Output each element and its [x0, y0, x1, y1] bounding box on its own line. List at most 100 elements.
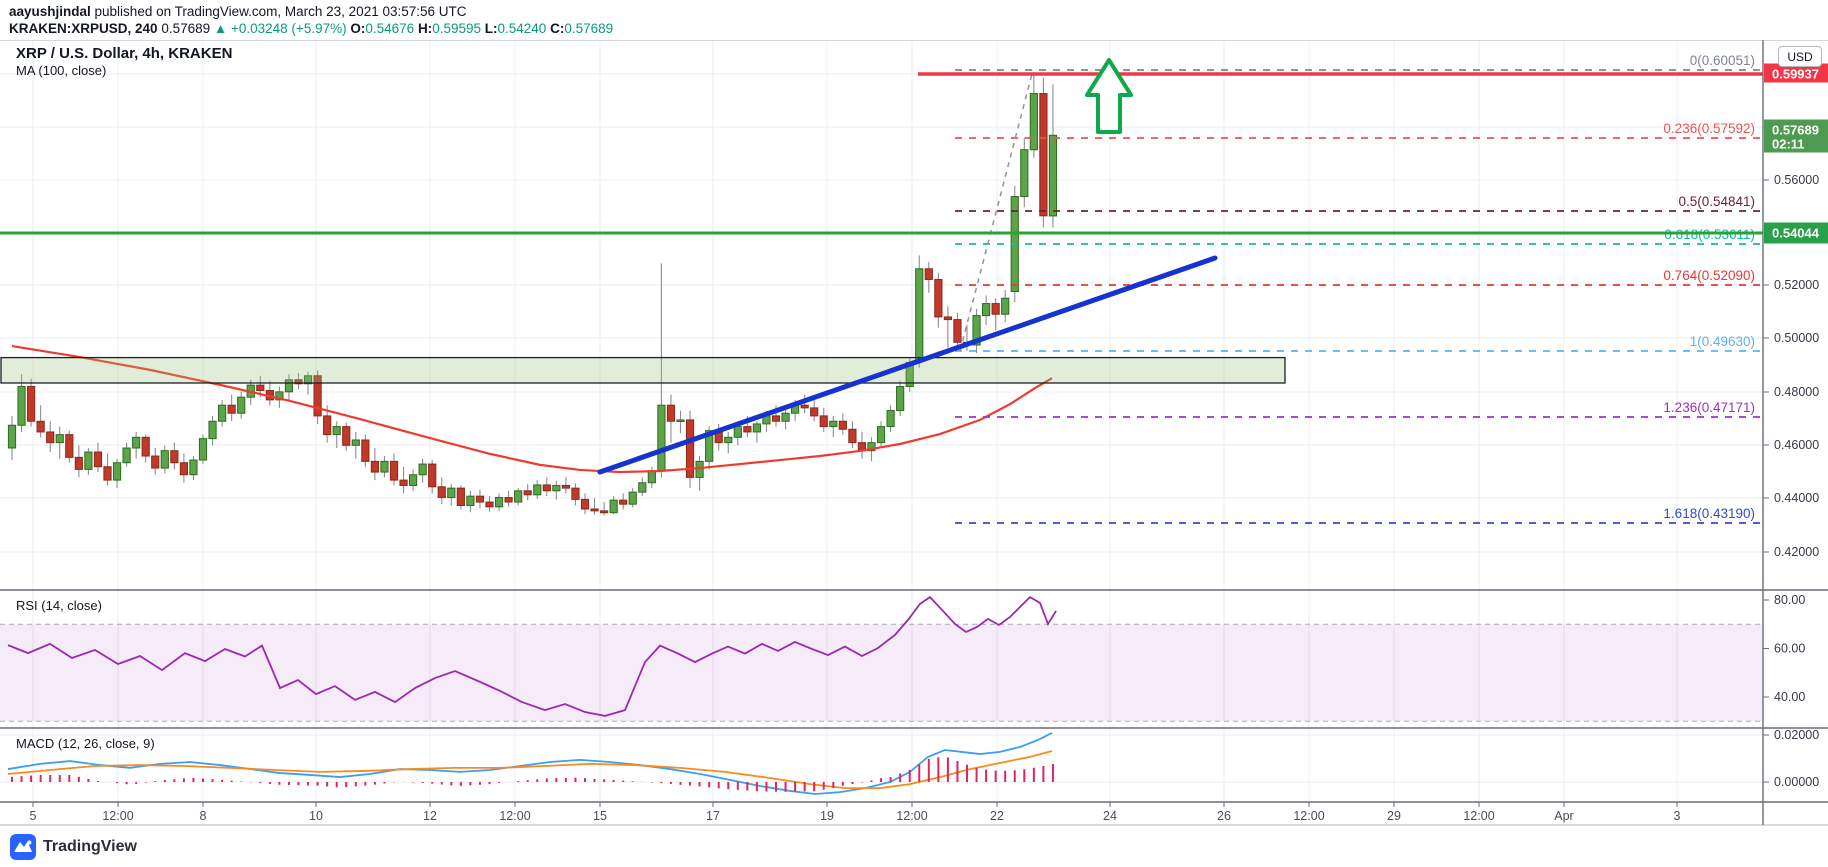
candle-down	[991, 303, 1000, 315]
rsi-indicator-legend[interactable]: RSI (14, close)	[16, 598, 102, 613]
candle-down	[36, 420, 45, 433]
candle-up	[409, 474, 418, 486]
candle-down	[74, 456, 83, 470]
fib-level-label: 0.236(0.57592)	[1663, 121, 1755, 136]
candle-down	[561, 484, 570, 489]
candle-down	[151, 455, 160, 469]
candle-up	[886, 410, 895, 428]
fib-baseline[interactable]	[959, 69, 1034, 352]
tradingview-wordmark: TradingView	[43, 838, 137, 855]
candles	[7, 72, 1058, 516]
ma-indicator-legend[interactable]: MA (100, close)	[16, 63, 107, 78]
price-tag	[1764, 119, 1828, 153]
candle-up	[7, 424, 17, 449]
price-axis-label: 0.48000	[1774, 385, 1819, 399]
price-tag-text: 02:11	[1772, 137, 1805, 152]
candle-down	[456, 487, 465, 507]
time-axis[interactable]: 5 12:00 8 10 12 12:00 15 17 19 12:00 22 24 26 12:00 29…	[30, 802, 1681, 823]
candle-down	[141, 436, 150, 457]
candle-up	[303, 375, 313, 385]
price-tag-text: 0.54044	[1772, 226, 1820, 241]
time-axis-label: Apr	[1554, 809, 1573, 823]
candle-down	[810, 407, 819, 417]
candle-down	[800, 404, 809, 409]
ma-100-line	[11, 344, 1053, 474]
candle-down	[590, 508, 599, 512]
high-label: H:	[417, 21, 433, 36]
candle-down	[389, 460, 399, 481]
candle-up	[896, 385, 905, 412]
candle-up	[609, 499, 618, 514]
candle-up	[752, 423, 761, 433]
candle-up	[533, 484, 542, 496]
price-tag-text: 0.57689	[1772, 123, 1819, 138]
candle-down	[361, 439, 370, 462]
price-axis[interactable]: 0.580000.560000.520000.500000.480000.460…	[1763, 120, 1819, 789]
time-axis-label: 12	[423, 809, 437, 823]
price-axis-label: 0.46000	[1774, 438, 1819, 452]
publish-credit-line: aayushjindal published on TradingView.co…	[9, 4, 467, 19]
candle-up	[198, 438, 208, 461]
candle-down	[771, 415, 781, 422]
close-value: 0.57689	[564, 21, 614, 36]
time-axis-label: 19	[820, 809, 834, 823]
candle-down	[1039, 93, 1048, 217]
candle-up	[1029, 93, 1038, 151]
fib-retracement[interactable]: 0(0.60051)0.236(0.57592)0.5(0.54841)0.61…	[955, 53, 1763, 524]
candle-down	[819, 415, 828, 428]
author-name: aayushjindal	[9, 4, 91, 19]
candle-up	[208, 420, 217, 440]
candle-up	[733, 426, 742, 438]
candle-up	[552, 484, 561, 492]
symbol-legend[interactable]: XRP / U.S. Dollar, 4h, KRAKEN	[16, 45, 233, 62]
candle-up	[275, 391, 284, 401]
candle-down	[685, 419, 695, 478]
time-axis-label: 26	[1217, 809, 1231, 823]
candle-down	[65, 434, 74, 458]
time-axis-label: 22	[990, 809, 1004, 823]
price-tag-text: 0.59937	[1772, 67, 1819, 82]
panel-borders	[0, 40, 1828, 826]
candle-down	[504, 496, 513, 503]
candle-up	[647, 470, 656, 484]
candle-down	[475, 495, 485, 503]
ascending-trend-line[interactable]	[597, 255, 1218, 475]
fib-level-label: 1(0.49630)	[1690, 334, 1755, 349]
price-tag	[1764, 63, 1828, 83]
time-axis-label: 12:00	[1463, 809, 1494, 823]
candle-down	[666, 404, 676, 422]
candle-down	[848, 428, 857, 444]
grid-lines	[0, 40, 1763, 802]
rsi-band	[0, 624, 1763, 722]
time-axis-label: 29	[1387, 809, 1401, 823]
candle-up	[676, 419, 685, 423]
candle-down	[370, 460, 379, 473]
candle-down	[323, 415, 332, 436]
candle-up	[638, 482, 647, 493]
currency-toggle-button[interactable]: USD	[1778, 46, 1822, 67]
macd-axis-label: 0.00000	[1774, 775, 1819, 789]
candle-down	[743, 426, 752, 433]
candle-up	[724, 436, 733, 444]
up-arrow-icon[interactable]	[1085, 58, 1133, 134]
symbol-name: KRAKEN:XRPUSD, 240	[9, 21, 158, 36]
candle-up	[332, 426, 341, 436]
tradingview-brand[interactable]: TradingView	[10, 834, 137, 860]
candle-up	[55, 434, 64, 444]
candle-down	[838, 420, 847, 430]
candle-up	[829, 420, 838, 428]
time-axis-label: 24	[1103, 809, 1117, 823]
candle-up	[657, 404, 666, 472]
candle-down	[523, 490, 532, 496]
candle-up	[189, 459, 198, 476]
support-zone-rectangle[interactable]	[0, 356, 1286, 384]
candle-up	[112, 462, 122, 481]
time-axis-label: 12:00	[102, 809, 133, 823]
candle-down	[943, 316, 952, 321]
macd-indicator-legend[interactable]: MACD (12, 26, close, 9)	[16, 736, 155, 751]
candle-down	[924, 268, 933, 280]
candle-down	[170, 450, 179, 464]
